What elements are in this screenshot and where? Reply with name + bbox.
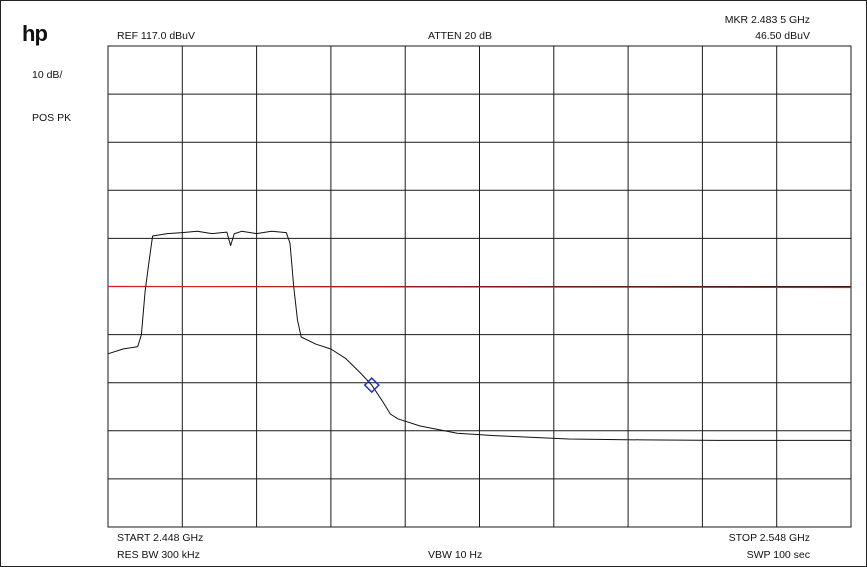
- hp-logo: hp: [22, 21, 48, 46]
- marker-diamond: [363, 377, 380, 394]
- reference-level: REF 117.0 dBuV: [117, 30, 196, 42]
- stop-frequency: STOP 2.548 GHz: [728, 532, 810, 544]
- scale-label: 10 dB/: [32, 69, 63, 81]
- trace-layer: [107, 230, 851, 441]
- marker-layer: [363, 377, 380, 394]
- limit-line: [107, 285, 852, 289]
- marker-level: 46.50 dBuV: [755, 30, 810, 42]
- marker-frequency: MKR 2.483 5 GHz: [724, 14, 810, 26]
- detector-label: POS PK: [32, 112, 72, 124]
- video-bandwidth: VBW 10 Hz: [428, 549, 483, 561]
- start-frequency: START 2.448 GHz: [117, 532, 204, 544]
- resolution-bandwidth: RES BW 300 kHz: [117, 549, 200, 561]
- attenuation: ATTEN 20 dB: [428, 30, 492, 42]
- spectrum-trace: [107, 230, 851, 441]
- sweep-time: SWP 100 sec: [746, 549, 810, 561]
- limit-line-layer: [107, 285, 852, 289]
